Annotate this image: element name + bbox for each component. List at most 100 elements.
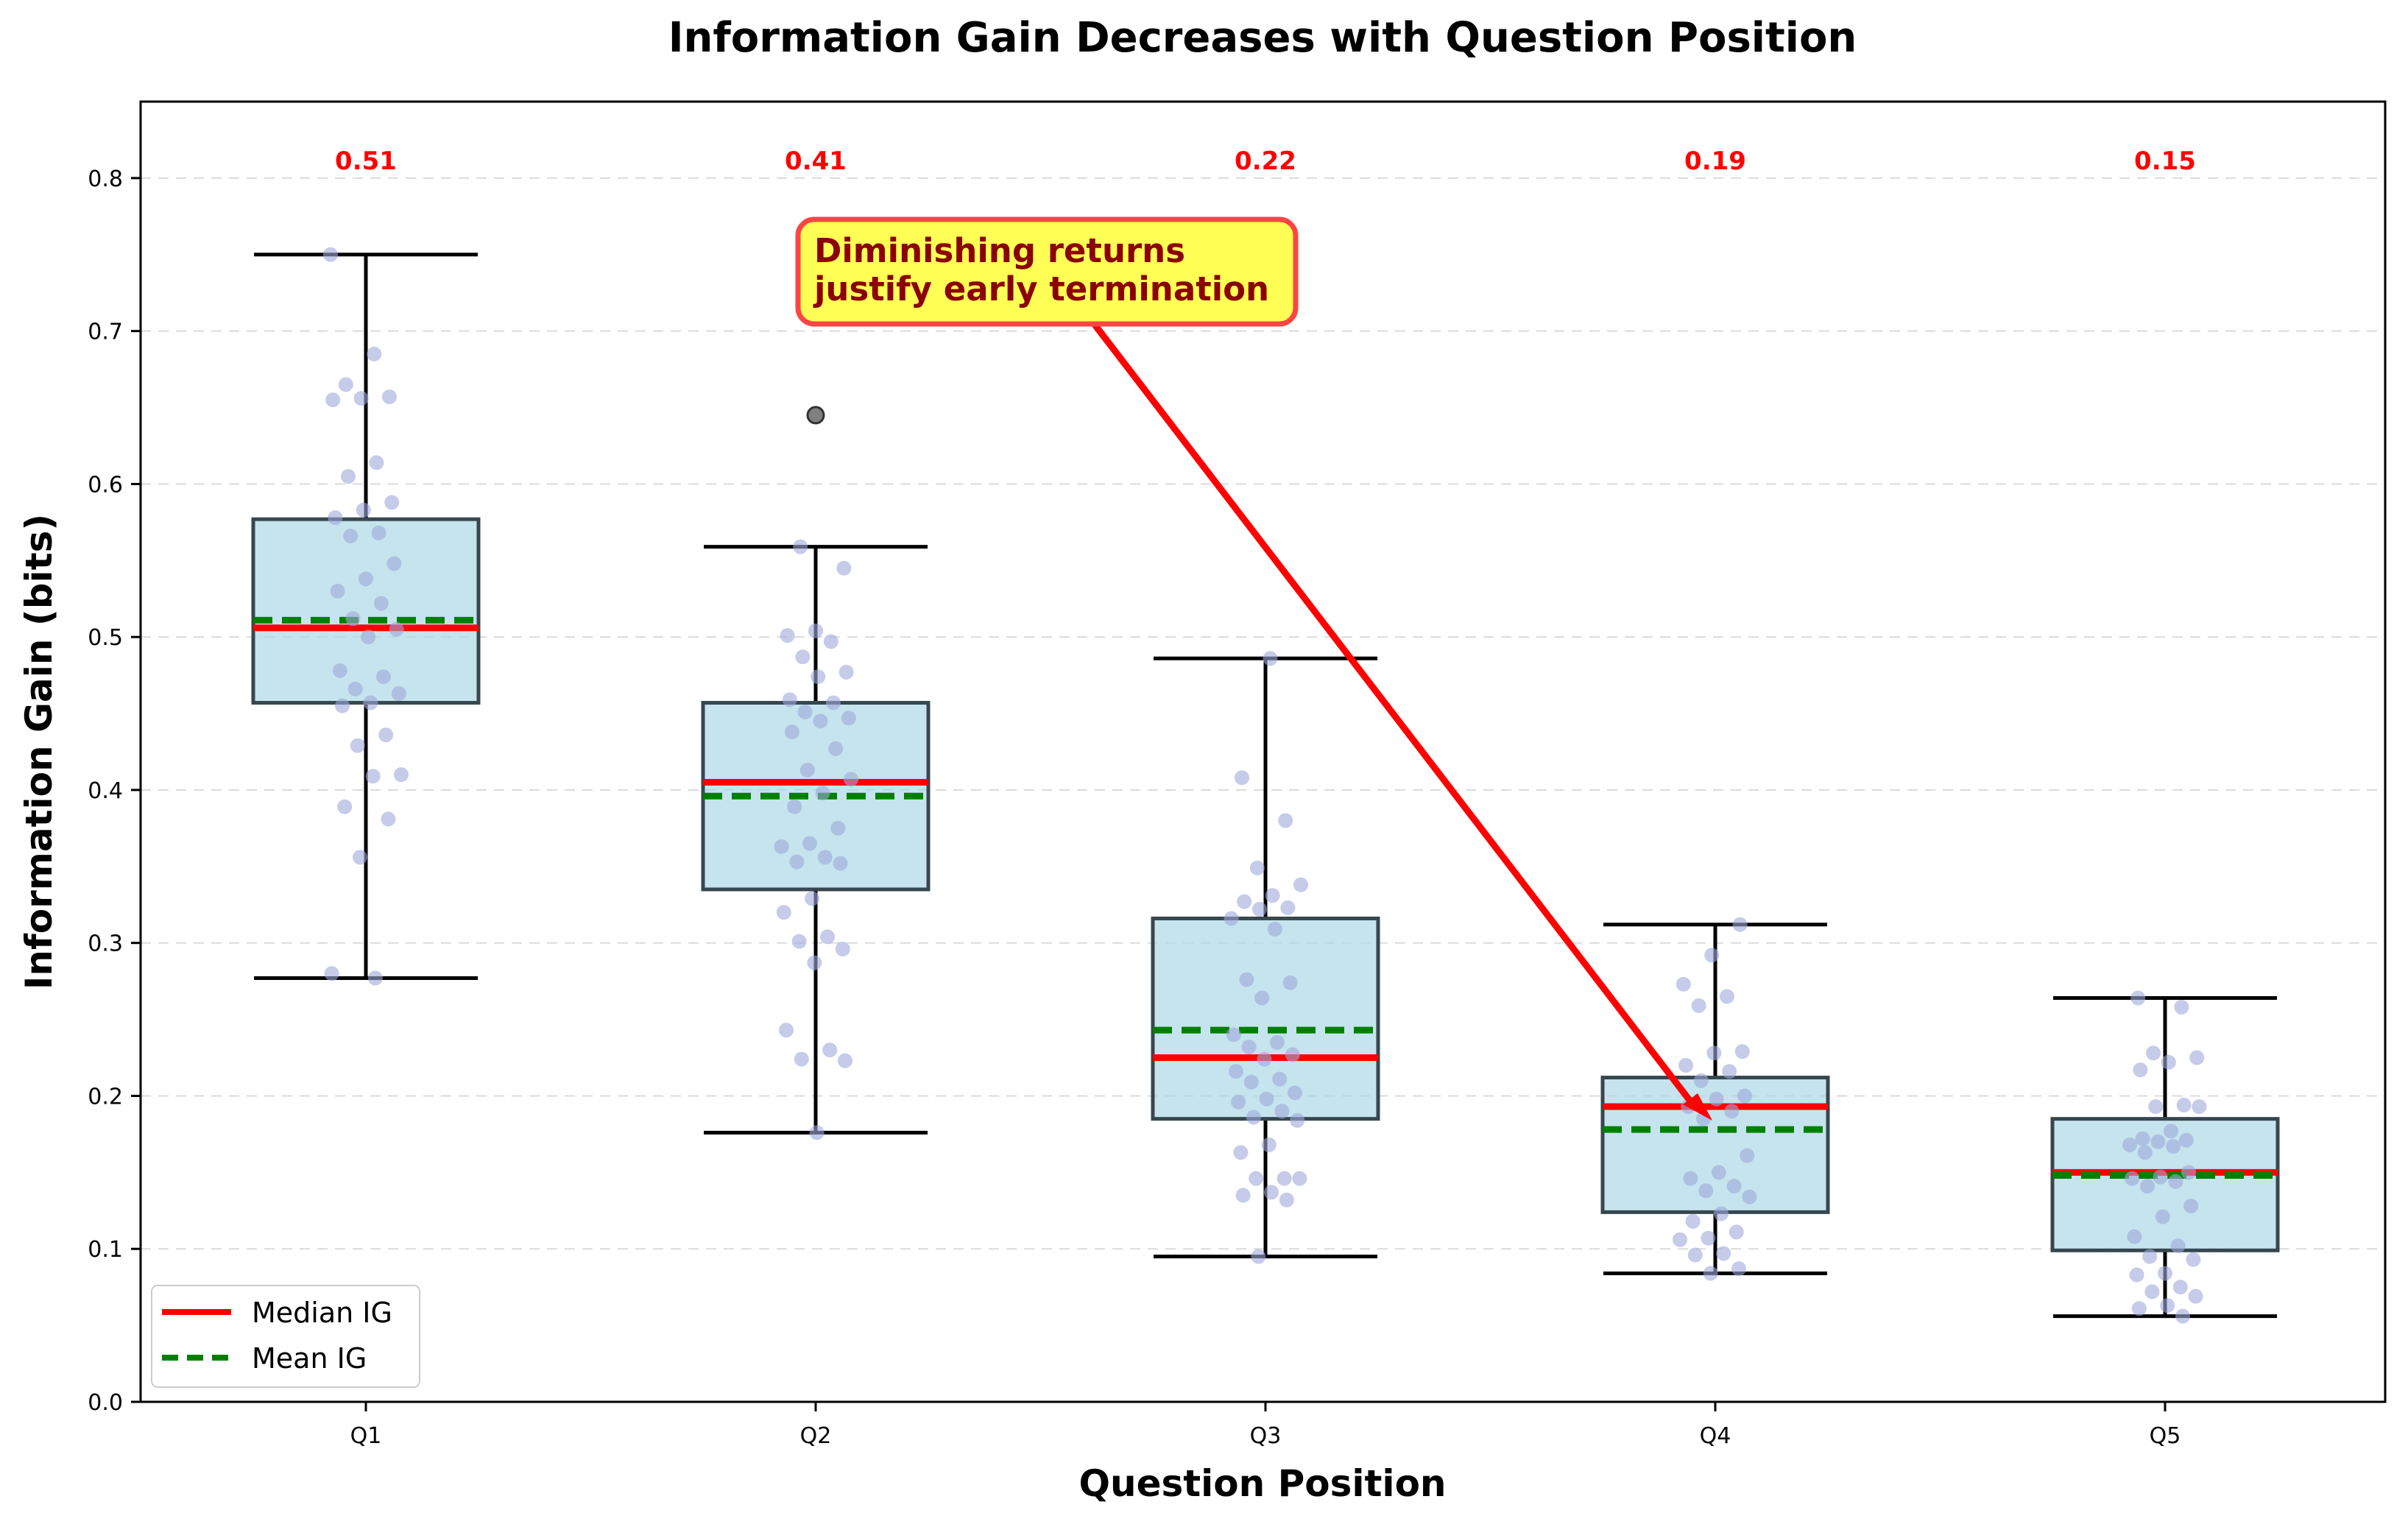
data-point <box>1259 1091 1274 1107</box>
y-tick-label: 0.4 <box>88 778 123 804</box>
data-point <box>389 621 404 637</box>
data-point <box>2144 1284 2160 1299</box>
data-point <box>2125 1171 2140 1186</box>
data-point <box>1280 900 1296 915</box>
data-point <box>2164 1124 2178 1139</box>
data-point <box>828 741 844 756</box>
data-point <box>381 811 396 827</box>
data-point <box>2160 1298 2175 1313</box>
annotation: Diminishing returns justify early termin… <box>795 216 1712 1121</box>
data-point <box>343 529 359 544</box>
annotation-text-line-2: justify early termination <box>813 269 1269 308</box>
data-point <box>1224 911 1239 926</box>
data-point <box>2178 1132 2194 1148</box>
legend-median-label: Median IG <box>252 1297 392 1329</box>
y-axis-label: Information Gain (bits) <box>18 514 60 990</box>
data-point <box>782 692 797 708</box>
data-point <box>367 970 383 986</box>
data-point <box>2170 1238 2186 1254</box>
data-point <box>324 966 339 981</box>
data-point <box>789 854 805 870</box>
data-point <box>347 681 363 697</box>
data-point <box>335 698 350 713</box>
y-tick-label: 0.8 <box>88 166 123 192</box>
data-point <box>774 839 789 854</box>
data-point <box>1226 1027 1241 1043</box>
data-point <box>1279 1192 1294 1207</box>
x-tick-label: Q4 <box>1700 1423 1731 1449</box>
y-tick-label: 0.7 <box>88 320 123 345</box>
plot-frame <box>139 100 2387 1403</box>
data-point <box>1714 1206 1729 1221</box>
data-point <box>1235 770 1249 786</box>
data-point <box>371 525 386 540</box>
data-point <box>820 929 835 945</box>
data-point <box>1742 1189 1757 1205</box>
data-point <box>378 727 394 743</box>
data-point <box>341 469 356 484</box>
data-point <box>1720 989 1734 1004</box>
data-point <box>1274 1104 1290 1119</box>
data-point <box>1698 1183 1714 1199</box>
data-point <box>1729 1224 1744 1240</box>
data-point <box>2155 1209 2170 1224</box>
data-point <box>1239 972 1254 987</box>
data-point <box>817 850 833 865</box>
data-point <box>793 539 808 554</box>
data-point <box>323 247 338 262</box>
mean-labels-layer: 0.51 0.41 0.22 0.19 0.15 <box>335 147 2196 176</box>
data-point <box>1235 1188 1251 1203</box>
boxes-layer <box>251 253 2280 1319</box>
mean-value-label: 0.15 <box>2134 147 2196 176</box>
data-point <box>1229 1064 1243 1079</box>
data-point <box>807 955 822 970</box>
legend: Median IG Mean IG <box>151 1285 420 1388</box>
data-point <box>1693 1073 1709 1088</box>
data-point <box>1711 1165 1726 1180</box>
data-point <box>1282 975 1298 990</box>
data-point <box>811 669 826 685</box>
data-point <box>844 772 858 787</box>
box-group-q3 <box>1151 656 1380 1259</box>
data-point <box>330 583 345 599</box>
data-point <box>1257 1051 1272 1067</box>
annotation-box <box>795 216 1299 327</box>
data-point <box>2133 1062 2148 1078</box>
x-tick-label: Q2 <box>800 1423 832 1449</box>
data-point <box>795 649 811 665</box>
data-point <box>391 686 406 702</box>
data-point <box>365 769 381 784</box>
data-point <box>1267 922 1282 937</box>
box-group-q4 <box>1600 923 1830 1275</box>
data-point <box>1685 1213 1701 1229</box>
data-point <box>363 695 378 710</box>
y-axis-ticks: 0.0 0.1 0.2 0.3 0.4 0.5 0.6 0.7 0.8 <box>88 166 141 1416</box>
data-point <box>826 695 841 710</box>
data-point <box>833 856 848 871</box>
chart-title: Information Gain Decreases with Question… <box>668 14 1857 62</box>
data-point <box>345 611 361 627</box>
data-point <box>2142 1249 2158 1264</box>
data-point <box>2175 1308 2190 1324</box>
data-point <box>787 799 802 814</box>
data-point <box>2188 1288 2203 1304</box>
data-point <box>1709 1091 1724 1107</box>
y-tick-label: 0.3 <box>88 931 123 957</box>
data-point <box>838 1053 852 1068</box>
data-point <box>1290 1112 1305 1128</box>
data-point <box>1691 998 1706 1013</box>
data-point <box>1701 1230 1716 1246</box>
data-point <box>359 571 373 587</box>
data-point <box>1243 1074 1259 1090</box>
data-point <box>815 786 830 801</box>
data-point <box>1673 1232 1687 1247</box>
data-point <box>1722 1064 1737 1079</box>
mean-value-label: 0.22 <box>1235 147 1296 176</box>
data-point <box>805 891 820 906</box>
data-point <box>1249 860 1265 875</box>
x-tick-label: Q5 <box>2150 1423 2181 1449</box>
data-point <box>822 1043 838 1058</box>
data-point <box>2181 1165 2196 1180</box>
data-point <box>1277 1171 1292 1186</box>
y-tick-label: 0.1 <box>88 1237 123 1263</box>
